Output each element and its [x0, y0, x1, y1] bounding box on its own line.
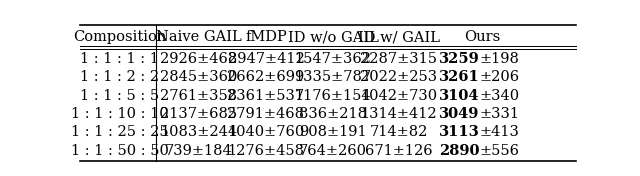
- Text: 714±82: 714±82: [370, 125, 428, 139]
- Text: 2662±699: 2662±699: [227, 70, 305, 84]
- Text: ±556: ±556: [479, 144, 519, 158]
- Text: Composition: Composition: [73, 30, 166, 44]
- Text: 1 : 1 : 5 : 5: 1 : 1 : 5 : 5: [80, 89, 159, 103]
- Text: 1040±760: 1040±760: [227, 125, 305, 139]
- Text: 2287±315: 2287±315: [360, 52, 437, 66]
- Text: fMDP: fMDP: [245, 30, 287, 44]
- Text: 1176±154: 1176±154: [294, 89, 371, 103]
- Text: ±206: ±206: [479, 70, 520, 84]
- Text: 2361±537: 2361±537: [227, 89, 305, 103]
- Text: 1547±362: 1547±362: [294, 52, 371, 66]
- Text: 764±260: 764±260: [299, 144, 367, 158]
- Text: 2022±253: 2022±253: [360, 70, 438, 84]
- Text: 2137±685: 2137±685: [161, 107, 237, 121]
- Text: 1083±244: 1083±244: [161, 125, 237, 139]
- Text: 3261: 3261: [438, 70, 479, 84]
- Text: 1 : 1 : 1 : 1: 1 : 1 : 1 : 1: [80, 52, 159, 66]
- Text: 908±191: 908±191: [299, 125, 367, 139]
- Text: 2890: 2890: [439, 144, 479, 158]
- Text: 3104: 3104: [439, 89, 479, 103]
- Text: 1276±458: 1276±458: [227, 144, 305, 158]
- Text: 1042±730: 1042±730: [360, 89, 438, 103]
- Text: 671±126: 671±126: [365, 144, 433, 158]
- Text: ±198: ±198: [479, 52, 519, 66]
- Text: 3113: 3113: [438, 125, 479, 139]
- Text: ID w/ GAIL: ID w/ GAIL: [358, 30, 440, 44]
- Text: ±331: ±331: [479, 107, 519, 121]
- Text: 1 : 1 : 50 : 50: 1 : 1 : 50 : 50: [71, 144, 168, 158]
- Text: 1 : 1 : 10 : 10: 1 : 1 : 10 : 10: [71, 107, 168, 121]
- Text: 3049: 3049: [439, 107, 479, 121]
- Text: 2926±468: 2926±468: [161, 52, 237, 66]
- Text: ±340: ±340: [479, 89, 520, 103]
- Text: 836±218: 836±218: [299, 107, 367, 121]
- Text: 1 : 1 : 2 : 2: 1 : 1 : 2 : 2: [80, 70, 159, 84]
- Text: Ours: Ours: [463, 30, 500, 44]
- Text: ID w/o GAIL: ID w/o GAIL: [287, 30, 378, 44]
- Text: 1335±787: 1335±787: [294, 70, 372, 84]
- Text: 2845±360: 2845±360: [161, 70, 237, 84]
- Text: ±413: ±413: [479, 125, 519, 139]
- Text: 2791±468: 2791±468: [227, 107, 305, 121]
- Text: 1314±412: 1314±412: [360, 107, 437, 121]
- Text: 3259: 3259: [438, 52, 479, 66]
- Text: 2947±412: 2947±412: [228, 52, 305, 66]
- Text: Naive GAIL: Naive GAIL: [156, 30, 242, 44]
- Text: 2761±358: 2761±358: [161, 89, 237, 103]
- Text: 739±184: 739±184: [165, 144, 233, 158]
- Text: 1 : 1 : 25 : 25: 1 : 1 : 25 : 25: [71, 125, 168, 139]
